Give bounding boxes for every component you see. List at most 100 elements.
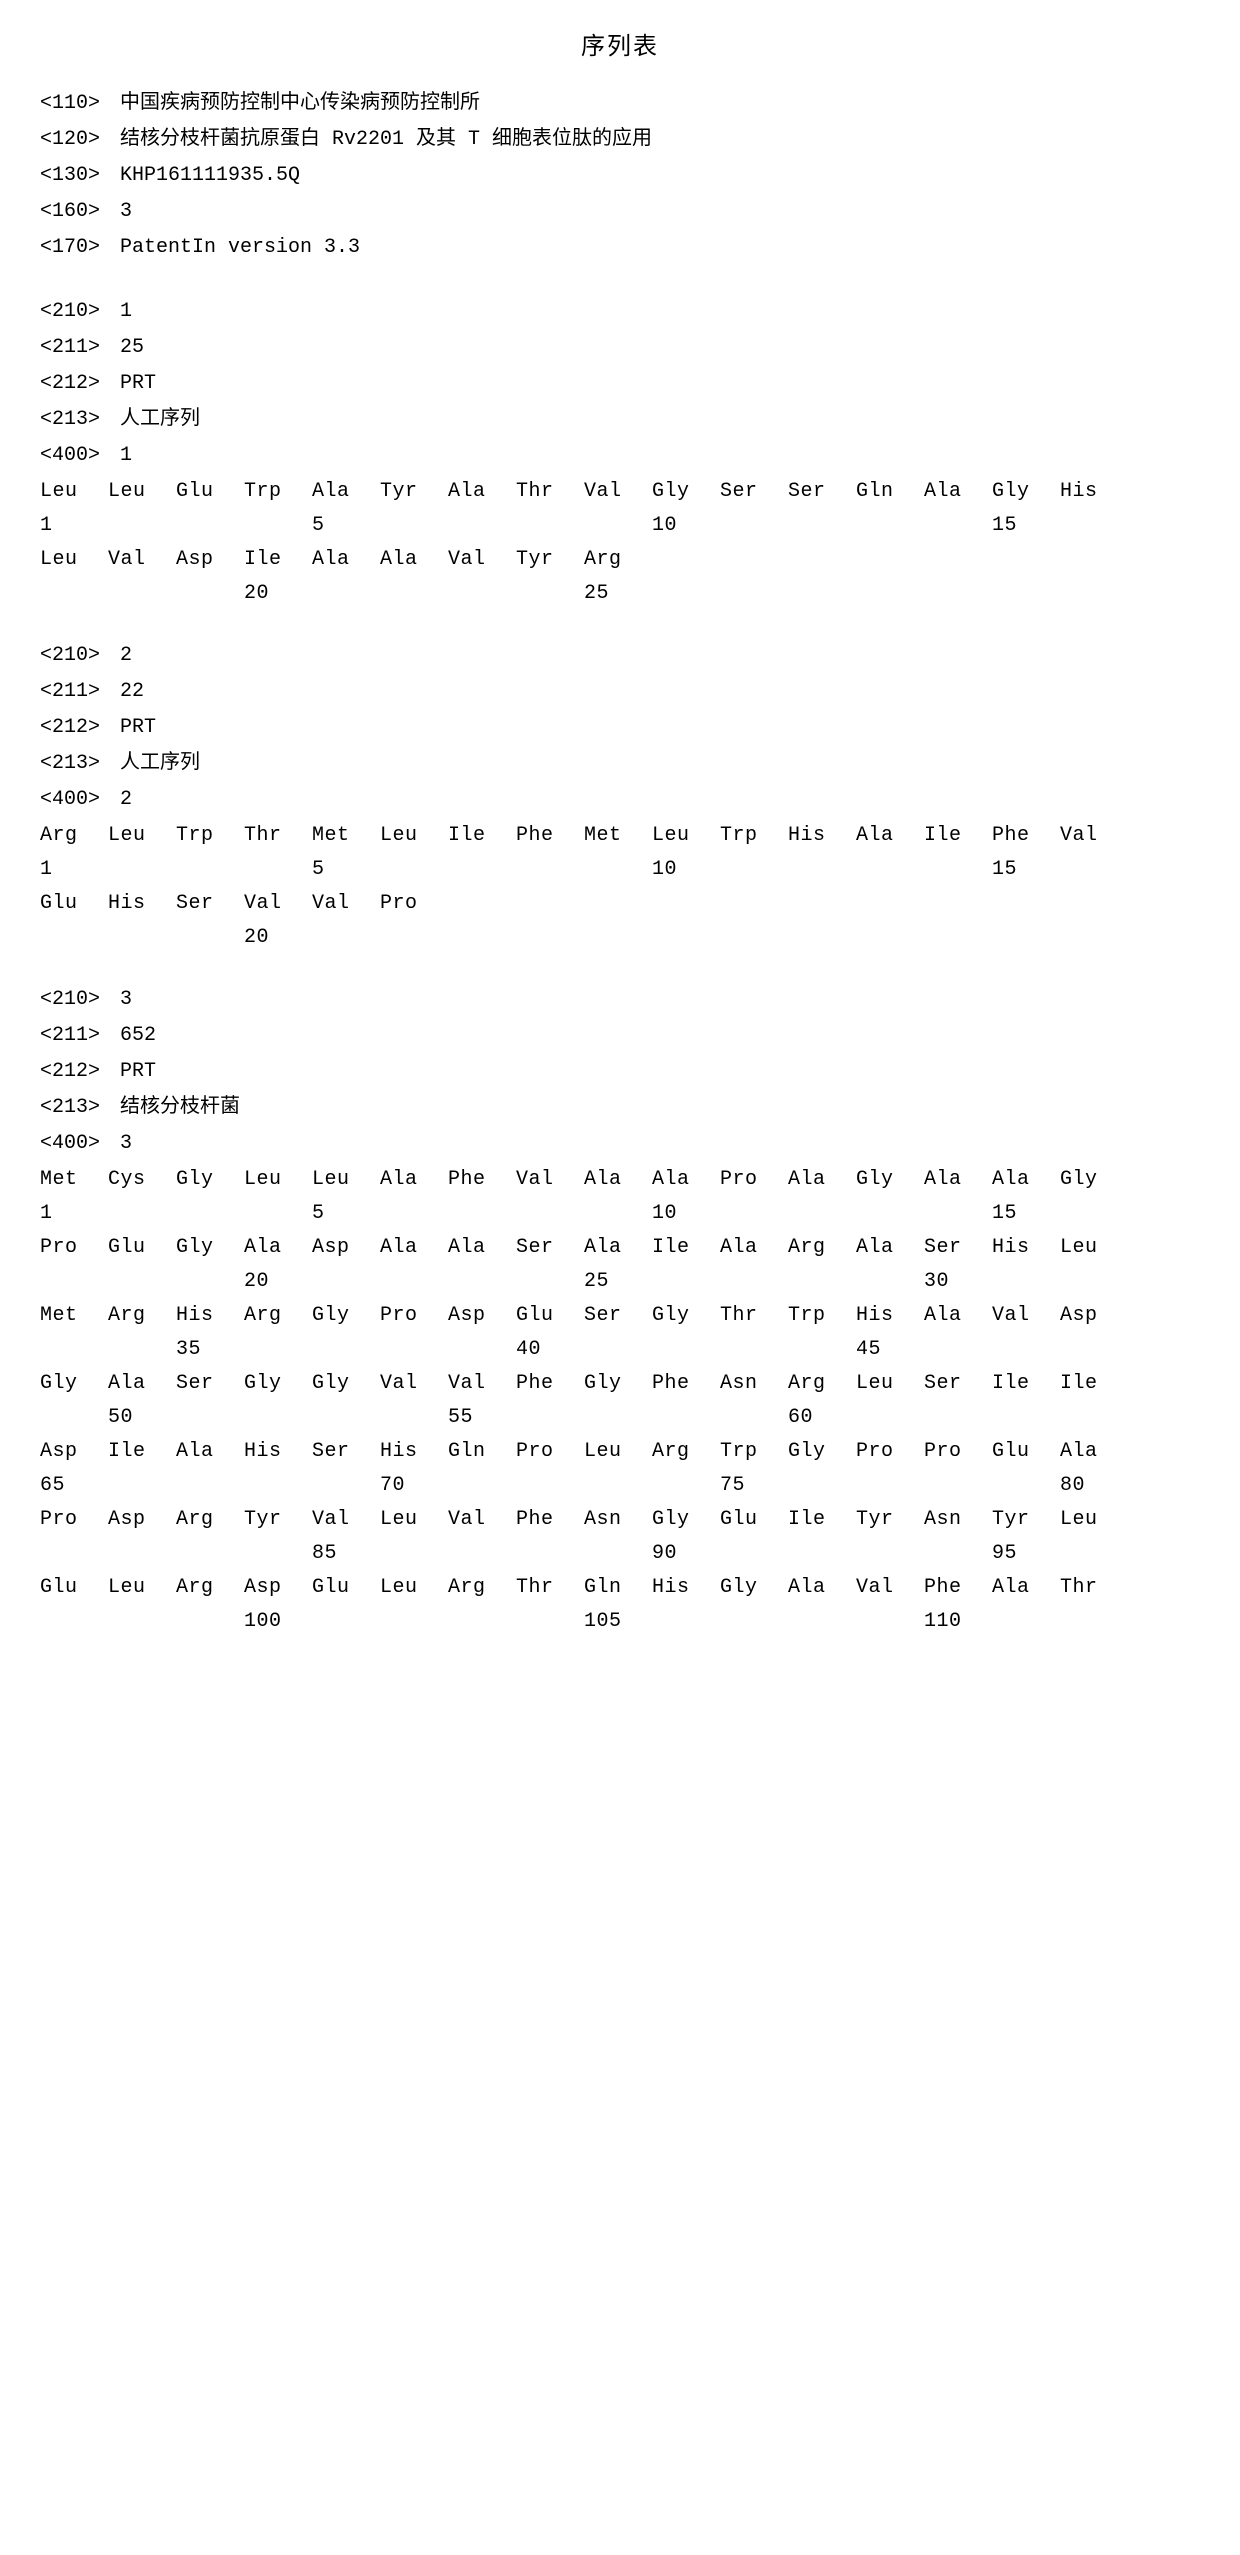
amino-acid-cell: Gly — [652, 1504, 720, 1536]
header-h110: <110>中国疾病预防控制中心传染病预防控制所 — [40, 88, 1200, 120]
amino-acid-cell: Ala — [652, 1164, 720, 1196]
position-number-row: 859095 — [40, 1538, 1200, 1570]
position-number-cell: 40 — [516, 1334, 584, 1366]
amino-acid-cell: Thr — [516, 1572, 584, 1604]
amino-acid-cell: Leu — [380, 1504, 448, 1536]
seq-header-value: 3 — [120, 988, 132, 1011]
amino-acid-cell: His — [176, 1300, 244, 1332]
amino-acid-cell: Leu — [244, 1164, 312, 1196]
amino-acid-cell: Ile — [992, 1368, 1060, 1400]
position-number-row: 151015 — [40, 854, 1200, 886]
amino-acid-cell: His — [652, 1572, 720, 1604]
position-number-cell: 25 — [584, 578, 652, 610]
amino-acid-cell: Glu — [516, 1300, 584, 1332]
amino-acid-cell: Trp — [720, 1436, 788, 1468]
seq-header-value: PRT — [120, 372, 156, 395]
position-number-row: 2025 — [40, 578, 1200, 610]
amino-acid-cell: Tyr — [516, 544, 584, 576]
position-number-cell: 50 — [108, 1402, 176, 1434]
header-value: 结核分枝杆菌抗原蛋白 Rv2201 及其 T 细胞表位肽的应用 — [120, 128, 652, 151]
amino-acid-cell: Arg — [584, 544, 652, 576]
header-h160: <160>3 — [40, 196, 1200, 228]
seq-header-h212: <212>PRT — [40, 1056, 1200, 1088]
position-number-row: 100105110 — [40, 1606, 1200, 1638]
amino-acid-cell: Gln — [584, 1572, 652, 1604]
position-number-cell: 20 — [244, 1266, 312, 1298]
amino-acid-cell: Pro — [40, 1232, 108, 1264]
header-value: KHP161111935.5Q — [120, 164, 300, 187]
position-number-row: 202530 — [40, 1266, 1200, 1298]
amino-acid-cell: Ala — [992, 1572, 1060, 1604]
amino-acid-cell: Gly — [856, 1164, 924, 1196]
amino-acid-cell: His — [788, 820, 856, 852]
sequence-block: MetCysGlyLeuLeuAlaPheValAlaAlaProAlaGlyA… — [40, 1164, 1200, 1638]
amino-acid-cell: Arg — [448, 1572, 516, 1604]
amino-acid-cell: Ala — [584, 1164, 652, 1196]
seq-header-value: 652 — [120, 1024, 156, 1047]
amino-acid-cell: Ile — [1060, 1368, 1128, 1400]
header-tag: <110> — [40, 88, 120, 120]
position-number-row: 20 — [40, 922, 1200, 954]
seq-header-tag: <211> — [40, 332, 120, 364]
amino-acid-cell: Ile — [448, 820, 516, 852]
amino-acid-cell: Glu — [312, 1572, 380, 1604]
position-number-cell: 15 — [992, 1198, 1060, 1230]
amino-acid-cell: Ser — [924, 1368, 992, 1400]
amino-acid-row: LeuValAspIleAlaAlaValTyrArg — [40, 544, 1200, 576]
position-number-row: 354045 — [40, 1334, 1200, 1366]
position-number-cell: 15 — [992, 854, 1060, 886]
amino-acid-cell: Arg — [108, 1300, 176, 1332]
amino-acid-cell: Val — [448, 1504, 516, 1536]
amino-acid-cell: Ala — [380, 544, 448, 576]
amino-acid-cell: Asp — [1060, 1300, 1128, 1332]
seq-header-value: 结核分枝杆菌 — [120, 1096, 240, 1119]
seq-header-h213: <213>人工序列 — [40, 748, 1200, 780]
amino-acid-row: AspIleAlaHisSerHisGlnProLeuArgTrpGlyProP… — [40, 1436, 1200, 1468]
amino-acid-cell: Ser — [584, 1300, 652, 1332]
header-tag: <160> — [40, 196, 120, 228]
seq-header-h210: <210>1 — [40, 296, 1200, 328]
position-number-cell: 1 — [40, 1198, 108, 1230]
amino-acid-cell: Leu — [108, 820, 176, 852]
seq-header-tag: <213> — [40, 404, 120, 436]
amino-acid-cell: Glu — [176, 476, 244, 508]
position-number-cell: 1 — [40, 510, 108, 542]
header-value: 中国疾病预防控制中心传染病预防控制所 — [120, 92, 480, 115]
amino-acid-cell: Leu — [380, 1572, 448, 1604]
amino-acid-cell: Ala — [924, 1300, 992, 1332]
amino-acid-cell: Glu — [40, 888, 108, 920]
position-number-cell: 5 — [312, 1198, 380, 1230]
amino-acid-cell: Phe — [448, 1164, 516, 1196]
amino-acid-cell: Phe — [516, 1368, 584, 1400]
amino-acid-cell: Asp — [40, 1436, 108, 1468]
seq-header-value: 1 — [120, 300, 132, 323]
position-number-cell: 60 — [788, 1402, 856, 1434]
amino-acid-cell: Asp — [448, 1300, 516, 1332]
header-tag: <120> — [40, 124, 120, 156]
amino-acid-cell: Ser — [312, 1436, 380, 1468]
amino-acid-cell: Asp — [244, 1572, 312, 1604]
amino-acid-cell: Thr — [720, 1300, 788, 1332]
amino-acid-cell: Val — [244, 888, 312, 920]
amino-acid-cell: Trp — [720, 820, 788, 852]
position-number-cell: 75 — [720, 1470, 788, 1502]
position-number-cell: 90 — [652, 1538, 720, 1570]
amino-acid-cell: Gly — [652, 476, 720, 508]
amino-acid-cell: Pro — [856, 1436, 924, 1468]
seq-header-tag: <212> — [40, 368, 120, 400]
amino-acid-row: ProGluGlyAlaAspAlaAlaSerAlaIleAlaArgAlaS… — [40, 1232, 1200, 1264]
position-number-cell: 95 — [992, 1538, 1060, 1570]
seq-header-tag: <210> — [40, 640, 120, 672]
amino-acid-cell: Gly — [788, 1436, 856, 1468]
amino-acid-row: ArgLeuTrpThrMetLeuIlePheMetLeuTrpHisAlaI… — [40, 820, 1200, 852]
position-number-cell: 20 — [244, 578, 312, 610]
amino-acid-cell: Trp — [176, 820, 244, 852]
seq-header-tag: <210> — [40, 984, 120, 1016]
amino-acid-cell: Met — [584, 820, 652, 852]
seq-header-tag: <210> — [40, 296, 120, 328]
header-block: <110>中国疾病预防控制中心传染病预防控制所<120>结核分枝杆菌抗原蛋白 R… — [40, 88, 1200, 264]
seq-header-tag: <212> — [40, 712, 120, 744]
amino-acid-cell: Ala — [992, 1164, 1060, 1196]
seq-header-h212: <212>PRT — [40, 368, 1200, 400]
document-title: 序列表 — [40, 30, 1200, 68]
